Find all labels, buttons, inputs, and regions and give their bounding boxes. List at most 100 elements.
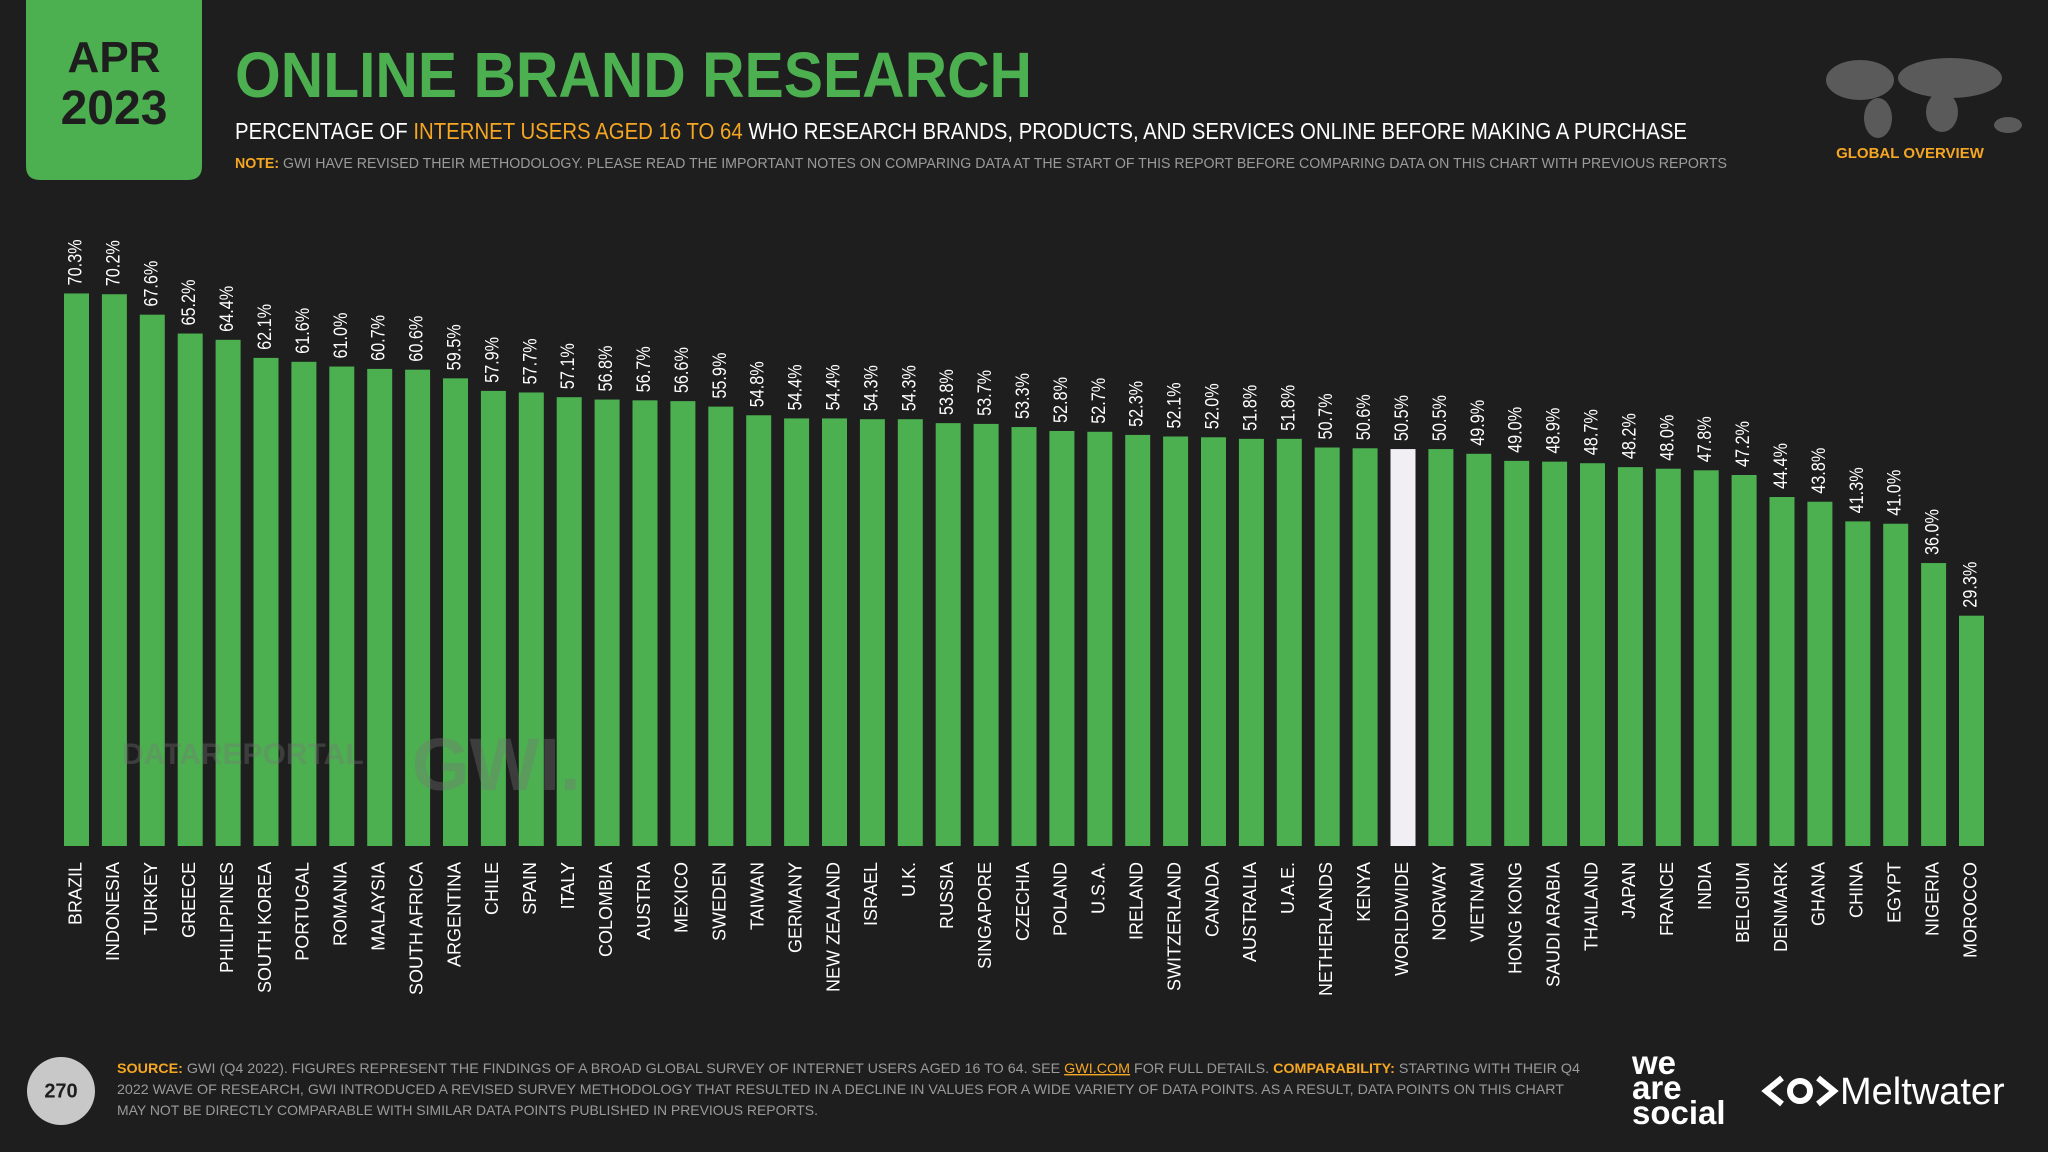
value-label: 51.8% [1240, 385, 1261, 431]
category-label: ISRAEL [861, 862, 881, 926]
value-label: 52.8% [1051, 377, 1072, 423]
category-label: AUSTRIA [634, 862, 654, 940]
bar [1769, 497, 1795, 846]
bar [1921, 563, 1947, 846]
subtitle: PERCENTAGE OF INTERNET USERS AGED 16 TO … [235, 118, 1687, 144]
bar [1049, 430, 1075, 846]
category-label: SAUDI ARABIA [1543, 862, 1563, 987]
category-label: WORLDWIDE [1392, 862, 1412, 976]
category-label: SOUTH AFRICA [406, 862, 426, 995]
value-label: 43.8% [1809, 448, 1830, 494]
value-label: 50.7% [1316, 393, 1337, 439]
category-label: GHANA [1809, 862, 1829, 926]
subtitle-text: WHO RESEARCH BRANDS, PRODUCTS, AND SERVI… [743, 118, 1687, 144]
bar [822, 418, 847, 846]
category-label: TAIWAN [747, 862, 767, 930]
source-line: SOURCE: GWI (Q4 2022). FIGURES REPRESENT… [117, 1060, 1580, 1076]
category-label: U.S.A. [1089, 862, 1109, 914]
value-label: 65.2% [179, 279, 200, 325]
value-label: 59.5% [445, 324, 466, 370]
bar [746, 415, 772, 846]
bar [708, 406, 734, 846]
logo-text: we [1631, 1044, 1676, 1081]
bar [1352, 448, 1378, 846]
bar [556, 397, 582, 846]
category-label: VIETNAM [1468, 862, 1488, 942]
bar [1314, 447, 1340, 846]
watermark: GWI. [412, 723, 581, 806]
category-label: KENYA [1354, 862, 1374, 922]
category-label: INDONESIA [103, 862, 123, 961]
source-text: FOR FULL DETAILS. [1130, 1060, 1273, 1076]
logo-text: social [1632, 1094, 1726, 1131]
value-label: 56.8% [596, 345, 617, 391]
section-label: GLOBAL OVERVIEW [1836, 145, 1985, 162]
category-label: MALAYSIA [368, 862, 388, 951]
source-text: GWI (Q4 2022). FIGURES REPRESENT THE FIN… [183, 1060, 1064, 1076]
value-label: 47.8% [1695, 416, 1716, 462]
value-label: 41.0% [1885, 470, 1906, 516]
source-line: MAY NOT BE DIRECTLY COMPARABLE WITH SIMI… [117, 1102, 818, 1118]
value-label: 57.1% [558, 343, 579, 389]
category-label: FRANCE [1657, 862, 1677, 936]
subtitle-text: PERCENTAGE OF [235, 118, 413, 144]
category-label: U.A.E. [1278, 862, 1298, 914]
category-label: CZECHIA [1013, 862, 1033, 941]
value-label: 49.9% [1468, 400, 1489, 446]
bar [935, 423, 961, 846]
watermark: DATAREPORTAL [122, 738, 364, 771]
category-label: GERMANY [785, 862, 805, 953]
bar [670, 401, 696, 846]
bar [443, 378, 468, 846]
bar [1655, 468, 1681, 846]
category-label: ROMANIA [331, 862, 351, 946]
category-label: U.K. [899, 862, 919, 897]
badge-year: 2023 [61, 82, 168, 135]
value-label: 36.0% [1923, 509, 1944, 555]
category-label: BRAZIL [65, 862, 85, 925]
category-label: SWITZERLAND [1164, 862, 1184, 991]
value-label: 60.6% [407, 316, 428, 362]
value-label: 54.3% [899, 365, 920, 411]
category-label: NETHERLANDS [1316, 862, 1336, 996]
category-label: SINGAPORE [975, 862, 995, 969]
category-label: POLAND [1051, 862, 1071, 936]
value-label: 52.1% [1165, 382, 1186, 428]
value-label: 56.6% [672, 347, 693, 393]
value-label: 41.3% [1847, 467, 1868, 513]
category-label: SOUTH KOREA [255, 862, 275, 993]
bar [253, 357, 279, 846]
bar-chart: 70.3% BRAZIL 70.2% INDONESIA 67.6% TURKEY 65.2… [64, 239, 1984, 996]
source-line: 2022 WAVE OF RESEARCH, GWI INTRODUCED A … [117, 1081, 1564, 1097]
page-number: 270 [44, 1080, 77, 1102]
bar [177, 333, 203, 846]
value-label: 57.7% [520, 338, 541, 384]
value-label: 60.7% [369, 315, 390, 361]
bar [1428, 449, 1454, 846]
bar [1617, 467, 1643, 846]
title: ONLINE BRAND RESEARCH [235, 39, 1032, 111]
bar [973, 423, 999, 846]
bar [1580, 463, 1605, 846]
value-label: 48.7% [1582, 409, 1603, 455]
value-label: 48.0% [1657, 415, 1678, 461]
bar [632, 400, 658, 846]
value-label: 55.9% [710, 353, 731, 399]
value-label: 47.2% [1733, 421, 1754, 467]
bar [291, 361, 317, 846]
value-label: 57.9% [482, 337, 503, 383]
bar [329, 366, 355, 846]
bar [215, 339, 241, 846]
category-label: MEXICO [672, 862, 692, 933]
category-label: RUSSIA [937, 862, 957, 929]
bar [101, 294, 127, 846]
value-label: 53.7% [975, 370, 996, 416]
value-label: 44.4% [1771, 443, 1792, 489]
category-label: JAPAN [1619, 862, 1639, 919]
value-label: 52.0% [1203, 383, 1224, 429]
value-label: 54.4% [824, 364, 845, 410]
source-link[interactable]: GWI.COM [1064, 1060, 1130, 1076]
value-label: 52.7% [1089, 378, 1110, 424]
bar [1845, 521, 1871, 846]
bar [1731, 475, 1757, 846]
